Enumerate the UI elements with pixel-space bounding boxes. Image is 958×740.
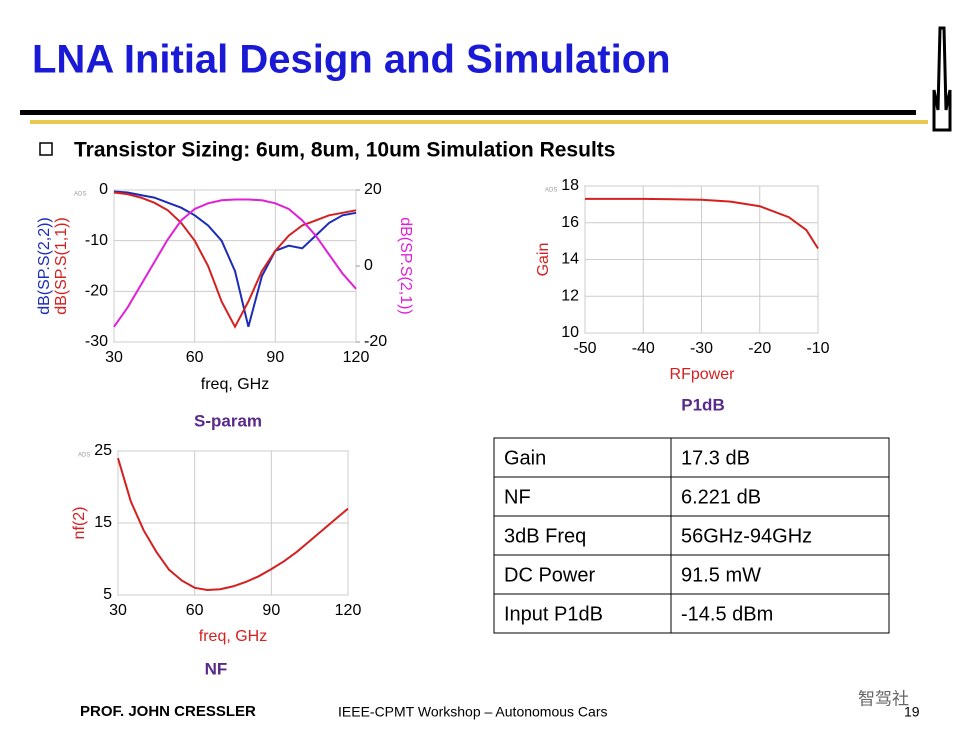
x-tick-label: 90 <box>262 602 280 619</box>
table-cell: 91.5 mW <box>681 564 761 586</box>
x-tick-label: -30 <box>690 340 713 357</box>
y-tick-label: 14 <box>561 251 579 268</box>
rule-black <box>20 110 916 115</box>
watermark: ADS <box>74 192 86 198</box>
table-cell: 6.221 dB <box>681 486 761 508</box>
y-tick-label: 18 <box>561 177 579 194</box>
chart-caption: S-param <box>194 411 262 430</box>
watermark: ADS <box>78 453 90 459</box>
data-line <box>113 198 357 328</box>
table-cell: Gain <box>504 447 546 469</box>
x-tick-label: 90 <box>266 349 284 366</box>
y-tick-label: 15 <box>94 514 112 531</box>
table-cell: 56GHz-94GHz <box>681 525 812 547</box>
y-tick-label: 10 <box>561 324 579 341</box>
chart-caption: P1dB <box>681 395 724 414</box>
x-tick-label: -10 <box>806 340 829 357</box>
y-tick-label: 0 <box>99 181 108 198</box>
table-cell: NF <box>504 486 531 508</box>
y-tick-label: -10 <box>85 232 108 249</box>
series-label: dB(SP.S(1,1)) <box>53 217 70 315</box>
logo <box>932 26 952 132</box>
y2-tick-label: 20 <box>364 181 382 198</box>
y-tick-label: 12 <box>561 287 579 304</box>
series-label: dB(SP.S(2,2)) <box>36 217 53 315</box>
chart-caption: NF <box>205 659 228 678</box>
table-row <box>493 593 890 634</box>
x-axis-label: freq, GHz <box>199 628 267 645</box>
page-number: 19 <box>904 704 920 720</box>
watermark: ADS <box>545 188 557 194</box>
table-cell: -14.5 dBm <box>681 603 773 625</box>
table-cell: DC Power <box>504 564 595 586</box>
x-axis-label: freq, GHz <box>201 376 269 393</box>
y-axis-label: nf(2) <box>71 507 88 540</box>
table-cell: 3dB Freq <box>504 525 586 547</box>
data-line <box>113 191 357 329</box>
footer-author: PROF. JOHN CRESSLER <box>80 703 256 720</box>
footer-watermark: 智驾社 <box>858 689 909 708</box>
y-axis-label: Gain <box>535 243 552 277</box>
y-tick-label: -20 <box>85 283 108 300</box>
series-label: dB(SP.S(2,1)) <box>397 217 414 315</box>
y-tick-label: 25 <box>94 442 112 459</box>
data-line <box>585 197 819 250</box>
data-line <box>117 457 349 592</box>
x-axis-label: RFpower <box>670 366 736 383</box>
x-tick-label: 30 <box>109 602 127 619</box>
bullet-text: Transistor Sizing: 6um, 8um, 10um Simula… <box>74 139 615 162</box>
y-tick-label: -30 <box>85 333 108 350</box>
bullet-box <box>39 142 53 156</box>
footer-event: IEEE-CPMT Workshop – Autonomous Cars <box>338 704 607 720</box>
x-tick-label: 30 <box>105 349 123 366</box>
x-tick-label: -50 <box>573 340 596 357</box>
y2-tick-label: 0 <box>364 257 373 274</box>
table-cell: Input P1dB <box>504 603 603 625</box>
x-tick-label: 60 <box>186 602 204 619</box>
x-tick-label: -40 <box>632 340 655 357</box>
slide-title: LNA Initial Design and Simulation <box>32 38 671 82</box>
table-cell: 17.3 dB <box>681 447 750 469</box>
x-tick-label: 60 <box>186 349 204 366</box>
rule-yellow <box>30 120 928 124</box>
x-tick-label: 120 <box>343 349 370 366</box>
y-tick-label: 16 <box>561 214 579 231</box>
results-table: Gain 17.3 dB NF 6.221 dB 3dB Freq 56GHz-94GHz… <box>493 437 890 634</box>
y-tick-label: 5 <box>103 586 112 603</box>
x-tick-label: -20 <box>748 340 771 357</box>
x-tick-label: 120 <box>335 602 362 619</box>
y2-tick-label: -20 <box>364 333 387 350</box>
